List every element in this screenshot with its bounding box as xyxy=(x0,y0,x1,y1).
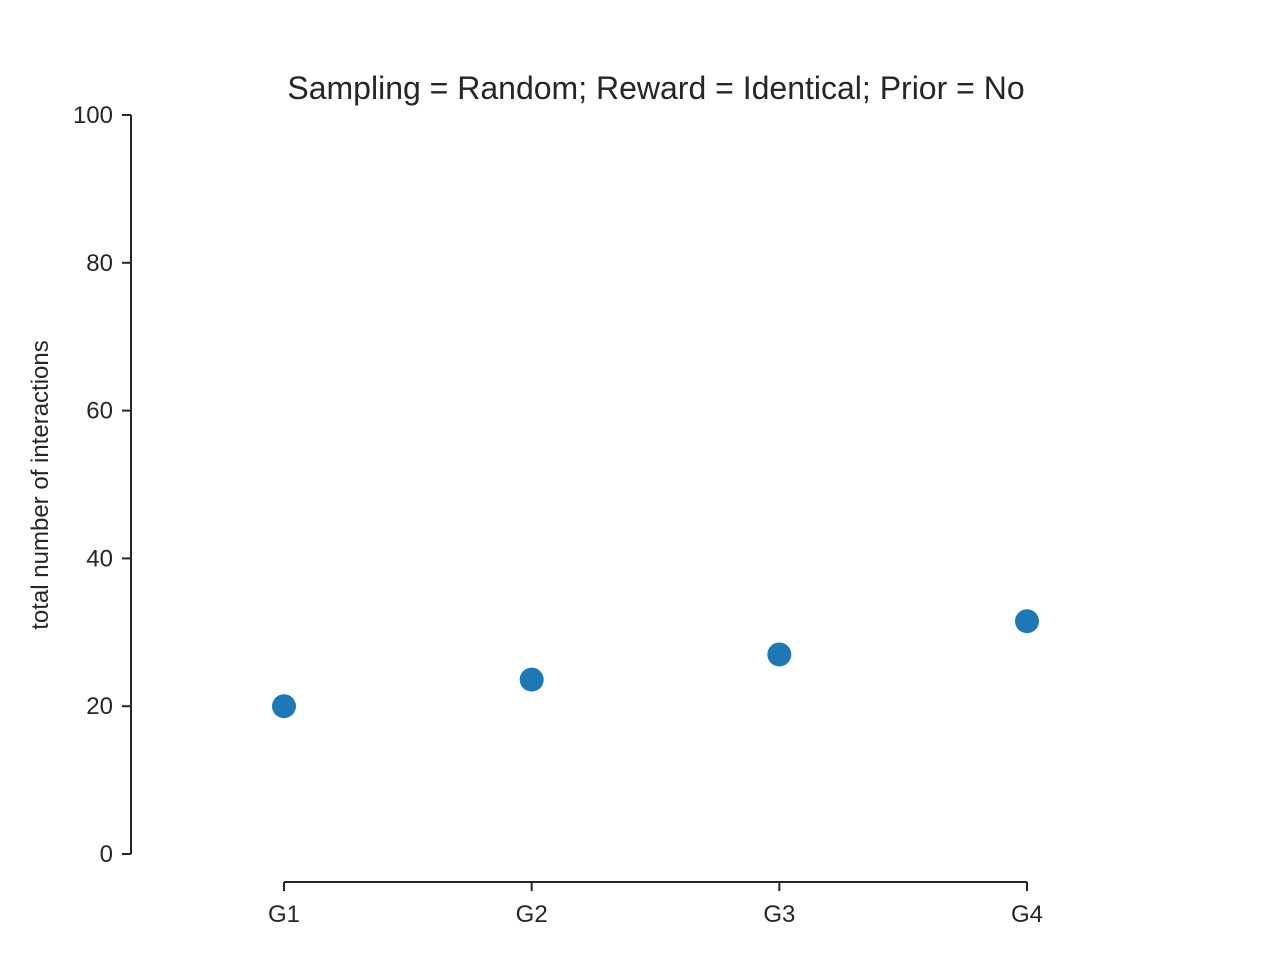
data-point xyxy=(1015,609,1039,634)
y-axis-label: total number of interactions xyxy=(27,340,54,630)
x-tick-label: G3 xyxy=(763,901,795,928)
y-tick-label: 0 xyxy=(100,841,113,868)
x-tick-label: G4 xyxy=(1011,901,1043,928)
y-tick-label: 40 xyxy=(86,545,113,572)
y-tick-label: 60 xyxy=(86,398,113,425)
y-axis-ticks: 0 20 40 60 80 100 xyxy=(73,102,131,868)
chart-title: Sampling = Random; Reward = Identical; P… xyxy=(287,70,1024,106)
data-point xyxy=(272,694,296,719)
x-tick-label: G1 xyxy=(268,901,300,928)
data-points xyxy=(272,609,1039,719)
y-tick-label: 80 xyxy=(86,250,113,277)
y-tick-label: 20 xyxy=(86,693,113,720)
y-tick-label: 100 xyxy=(73,102,113,129)
data-point xyxy=(767,642,792,667)
x-axis-ticks: G1 G2 G3 G4 xyxy=(268,882,1043,928)
data-point xyxy=(519,667,544,692)
x-tick-label: G2 xyxy=(516,901,548,928)
